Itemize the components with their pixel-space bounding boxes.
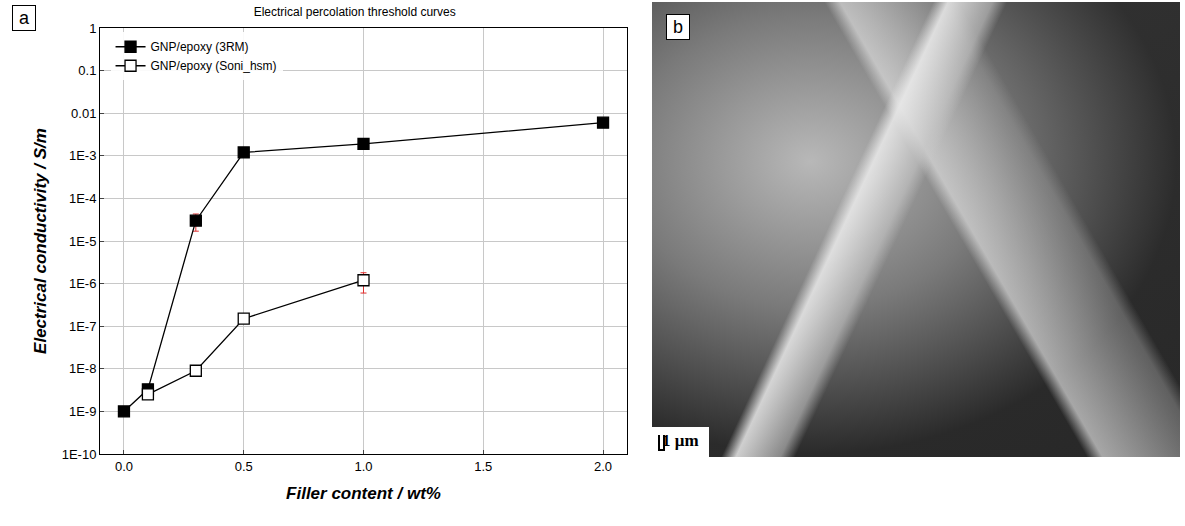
svg-text:GNP/epoxy (3RM): GNP/epoxy (3RM) xyxy=(151,40,249,54)
svg-text:1E-4: 1E-4 xyxy=(69,191,96,206)
svg-text:1E-8: 1E-8 xyxy=(69,361,96,376)
svg-text:2.0: 2.0 xyxy=(594,459,612,474)
svg-text:1E-3: 1E-3 xyxy=(69,148,96,163)
svg-text:1.0: 1.0 xyxy=(354,459,372,474)
svg-text:1E-6: 1E-6 xyxy=(69,276,96,291)
html-text:b: b xyxy=(673,17,683,37)
svg-text:Electrical conductivity / S/m: Electrical conductivity / S/m xyxy=(31,128,50,354)
svg-text:Electrical percolation thresho: Electrical percolation threshold curves xyxy=(254,5,456,19)
svg-text:0.5: 0.5 xyxy=(235,459,253,474)
svg-text:1: 1 xyxy=(89,21,96,36)
svg-text:1E-9: 1E-9 xyxy=(69,404,96,419)
svg-text:1E-5: 1E-5 xyxy=(69,234,96,249)
svg-text:1E-10: 1E-10 xyxy=(62,447,97,462)
svg-text:GNP/epoxy (Soni_hsm): GNP/epoxy (Soni_hsm) xyxy=(151,59,277,73)
svg-text:1E-7: 1E-7 xyxy=(69,319,96,334)
svg-text:1.5: 1.5 xyxy=(474,459,492,474)
svg-text:Filler content / wt%: Filler content / wt% xyxy=(286,484,441,503)
svg-text:0.01: 0.01 xyxy=(71,106,96,121)
svg-text:0.1: 0.1 xyxy=(78,63,96,78)
html-text:1 μm: 1 μm xyxy=(662,431,699,450)
html-text:a: a xyxy=(19,8,29,28)
svg-text:0.0: 0.0 xyxy=(115,459,133,474)
